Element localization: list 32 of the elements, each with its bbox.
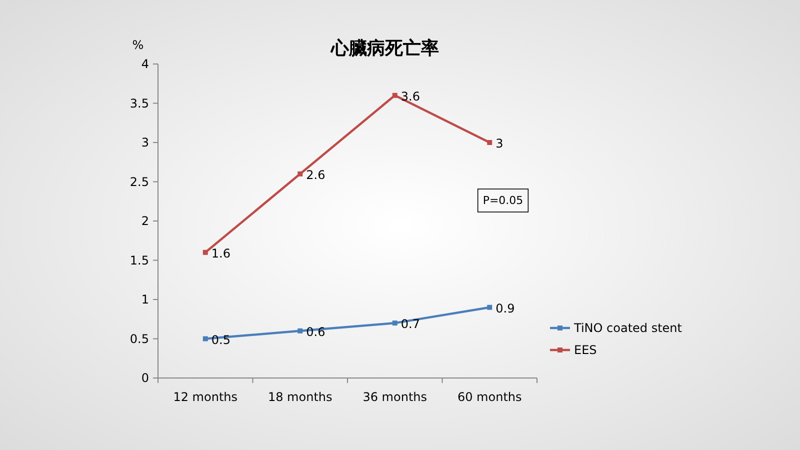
- y-tick-label: 1.5: [130, 253, 149, 268]
- y-tick-label: 3: [141, 136, 149, 150]
- point: [298, 328, 303, 334]
- data-label: 2.6: [306, 168, 326, 182]
- y-tick-label: 0: [141, 371, 149, 385]
- y-tick-label: 2: [141, 214, 149, 228]
- data-label: 0.7: [400, 317, 420, 332]
- point: [202, 336, 208, 342]
- legend-label: TiNO coated stent: [573, 321, 682, 335]
- data-label: 1.6: [211, 246, 230, 260]
- y-tick-label: 2.5: [130, 174, 149, 189]
- y-axis-title: %: [132, 38, 144, 52]
- point: [392, 320, 398, 326]
- point: [487, 140, 492, 145]
- data-label: 3.6: [400, 89, 420, 104]
- x-tick-label: 36 months: [362, 390, 428, 404]
- point: [487, 304, 492, 310]
- annotation: P=0.05: [482, 194, 524, 207]
- legend-label: EES: [574, 343, 597, 357]
- data-label: 0.9: [496, 301, 515, 316]
- point: [298, 171, 303, 176]
- x-tick-label: 60 months: [457, 390, 522, 404]
- y-tick-label: 0.5: [130, 332, 149, 346]
- point: [202, 250, 208, 255]
- y-tick-label: 3.5: [130, 96, 149, 110]
- point: [392, 92, 398, 98]
- x-tick-label: 12 months: [173, 390, 238, 404]
- y-tick-label: 4: [141, 57, 149, 71]
- x-tick-label: 18 months: [268, 390, 332, 404]
- chart-title: 心臟病死亡率: [330, 38, 439, 59]
- data-label: 3: [496, 136, 504, 150]
- y-tick-label: 1: [141, 292, 149, 306]
